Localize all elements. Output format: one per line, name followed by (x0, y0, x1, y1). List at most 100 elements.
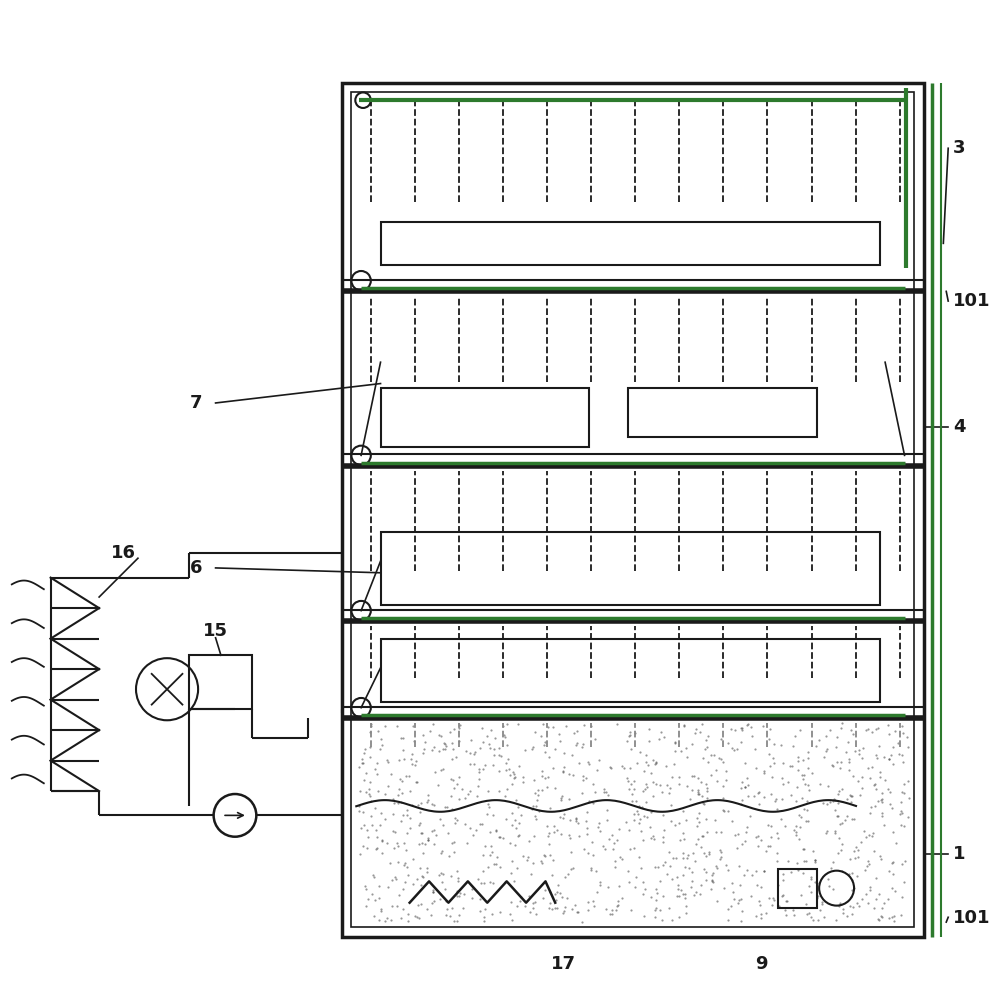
Point (450, 873, 466, 889)
Point (557, 899, 573, 915)
Point (428, 827, 444, 843)
Point (843, 722, 859, 738)
Point (868, 781, 884, 797)
Point (510, 799, 526, 815)
Point (753, 832, 769, 848)
Point (723, 721, 739, 737)
Point (764, 897, 780, 913)
Point (542, 884, 558, 900)
Point (691, 814, 707, 830)
Point (539, 779, 555, 795)
Point (713, 731, 729, 747)
Point (780, 853, 796, 869)
Point (840, 734, 856, 750)
Point (676, 831, 692, 847)
Point (359, 840, 375, 856)
Point (635, 886, 651, 902)
Point (871, 912, 887, 928)
Point (830, 795, 846, 811)
Point (643, 830, 659, 846)
Point (880, 781, 896, 797)
Point (718, 857, 734, 873)
Point (568, 811, 584, 827)
Point (664, 871, 680, 887)
Point (389, 835, 405, 851)
Point (659, 866, 675, 882)
Point (872, 769, 888, 785)
Point (540, 719, 556, 735)
Point (592, 874, 608, 890)
Point (608, 902, 624, 918)
Point (503, 894, 519, 910)
Point (363, 718, 379, 734)
Point (580, 902, 596, 918)
Point (370, 723, 386, 739)
Point (574, 785, 590, 801)
Point (675, 825, 691, 841)
Point (833, 754, 849, 770)
Point (472, 903, 488, 919)
Point (491, 783, 507, 799)
Point (844, 906, 860, 922)
Point (599, 812, 615, 828)
Point (492, 859, 508, 875)
Point (502, 835, 518, 851)
Point (870, 911, 886, 927)
Point (807, 854, 823, 870)
Point (737, 755, 753, 771)
Point (650, 859, 666, 875)
Point (385, 806, 401, 822)
Point (405, 876, 421, 892)
Point (431, 727, 447, 743)
Point (472, 740, 488, 756)
Point (476, 909, 492, 925)
Point (446, 844, 462, 860)
Point (393, 910, 409, 926)
Point (444, 835, 460, 851)
Point (667, 743, 683, 759)
Point (737, 779, 753, 795)
Point (438, 907, 454, 923)
Point (785, 738, 801, 754)
Point (800, 750, 816, 766)
Point (372, 741, 388, 757)
Point (811, 732, 827, 748)
Point (355, 804, 371, 820)
Point (709, 860, 725, 876)
Point (664, 769, 680, 785)
Point (698, 848, 714, 864)
Point (699, 739, 715, 755)
Point (885, 824, 901, 840)
Point (600, 787, 616, 803)
Point (822, 722, 838, 738)
Point (837, 812, 853, 828)
Point (734, 792, 750, 808)
Point (731, 858, 747, 874)
Point (419, 794, 435, 810)
Point (409, 909, 425, 925)
Point (648, 754, 664, 770)
Point (424, 895, 440, 911)
Point (446, 780, 462, 796)
Point (724, 875, 740, 891)
Point (585, 847, 601, 863)
Point (825, 758, 841, 774)
Point (758, 843, 774, 859)
Point (798, 853, 814, 869)
Point (725, 884, 741, 900)
Point (420, 830, 436, 846)
Point (862, 879, 878, 895)
Point (850, 773, 866, 789)
Point (715, 790, 731, 806)
Point (562, 812, 578, 828)
Point (507, 837, 523, 853)
Point (635, 783, 651, 799)
Point (846, 880, 862, 896)
Text: 1: 1 (953, 845, 966, 863)
Point (544, 901, 560, 917)
Point (894, 784, 910, 800)
Point (614, 851, 630, 867)
Point (640, 757, 656, 773)
Point (393, 794, 409, 810)
Point (655, 834, 671, 850)
